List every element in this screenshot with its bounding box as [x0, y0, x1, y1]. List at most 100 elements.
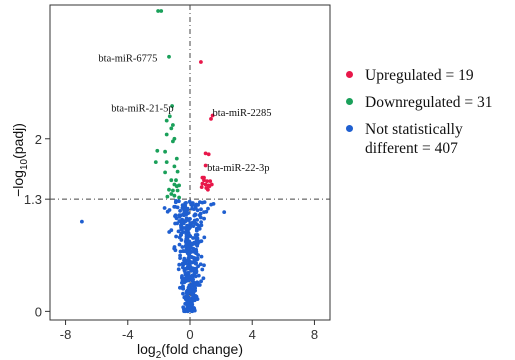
point-not-significant	[189, 250, 194, 254]
point-not-significant	[182, 213, 186, 218]
point-not-significant	[199, 207, 203, 212]
point-not-significant	[178, 249, 183, 254]
point-downregulated	[172, 193, 177, 198]
legend-label-upregulated: Upregulated = 19	[365, 67, 474, 84]
point-not-significant	[222, 210, 227, 215]
point-downregulated	[171, 188, 175, 193]
point-not-significant	[178, 253, 183, 258]
point-not-significant	[190, 308, 195, 313]
x-tick-label: 8	[311, 327, 318, 342]
point-downregulated	[169, 126, 174, 131]
point-upregulated	[199, 60, 203, 64]
point-not-significant	[188, 244, 193, 249]
gene-label: bta-miR-22-3p	[207, 163, 269, 174]
point-not-significant	[190, 202, 195, 207]
point-not-significant	[187, 199, 192, 204]
point-not-significant	[193, 261, 198, 266]
legend-marker-downregulated	[346, 98, 353, 105]
point-not-significant	[196, 226, 201, 231]
point-upregulated	[207, 184, 212, 189]
point-not-significant	[167, 208, 172, 212]
point-downregulated	[169, 192, 174, 196]
point-not-significant	[191, 290, 196, 295]
point-not-significant	[193, 233, 198, 237]
point-not-significant	[177, 262, 182, 267]
x-tick-label: 4	[249, 327, 256, 342]
point-downregulated	[174, 156, 179, 161]
point-not-significant	[198, 262, 203, 267]
point-not-significant	[190, 206, 194, 211]
point-not-significant	[191, 294, 196, 299]
point-not-significant	[194, 294, 199, 299]
point-downregulated	[164, 160, 169, 165]
point-not-significant	[186, 232, 191, 236]
point-not-significant	[179, 227, 184, 232]
point-not-significant	[173, 214, 177, 219]
point-upregulated	[203, 163, 208, 168]
point-upregulated	[205, 179, 210, 184]
point-not-significant	[190, 302, 195, 307]
point-not-significant	[185, 300, 190, 305]
point-not-significant	[201, 276, 206, 281]
point-upregulated	[199, 185, 204, 190]
y-axis-title: −log10(padj)	[10, 123, 30, 197]
point-not-significant	[182, 309, 187, 314]
point-not-significant	[182, 256, 187, 261]
point-not-significant	[191, 236, 195, 240]
point-not-significant	[195, 222, 199, 227]
point-downregulated	[159, 9, 164, 13]
gene-label: bta-miR-2285	[213, 108, 272, 119]
x-axis-title-base: 2	[156, 350, 162, 360]
point-downregulated	[175, 188, 180, 193]
point-not-significant	[187, 278, 192, 282]
point-downregulated	[174, 178, 178, 183]
point-not-significant	[180, 278, 185, 282]
point-not-significant	[181, 261, 186, 266]
point-not-significant	[167, 230, 172, 234]
point-not-significant	[196, 264, 201, 269]
point-not-significant	[195, 243, 200, 248]
point-not-significant	[198, 211, 203, 216]
point-upregulated	[202, 175, 206, 180]
point-not-significant	[186, 285, 191, 290]
point-not-significant	[184, 243, 189, 248]
point-not-significant	[209, 202, 214, 207]
point-upregulated	[200, 181, 205, 186]
point-not-significant	[185, 303, 190, 308]
point-not-significant	[181, 305, 186, 310]
point-downregulated	[167, 54, 171, 59]
point-upregulated	[202, 178, 206, 183]
point-downregulated	[171, 123, 175, 127]
point-downregulated	[167, 187, 171, 192]
point-downregulated	[156, 9, 161, 13]
point-not-significant	[188, 260, 193, 265]
point-not-significant	[176, 229, 181, 234]
point-not-significant	[189, 241, 194, 246]
point-upregulated	[208, 179, 213, 184]
point-upregulated	[203, 151, 208, 156]
point-not-significant	[193, 212, 198, 217]
point-not-significant	[186, 218, 191, 223]
point-not-significant	[162, 206, 167, 210]
point-not-significant	[180, 203, 185, 208]
not-significant-points	[80, 199, 227, 314]
point-not-significant	[199, 279, 204, 284]
y-tick-label: 1.3	[24, 192, 42, 207]
x-tick-label: -4	[122, 327, 134, 342]
point-not-significant	[174, 234, 179, 239]
point-not-significant	[80, 219, 84, 224]
legend-label-not-significant: Not statistically different = 407	[365, 121, 463, 157]
point-not-significant	[196, 273, 201, 278]
x-axis-title-log: log	[137, 341, 156, 357]
point-not-significant	[188, 254, 193, 259]
point-downregulated	[170, 104, 175, 108]
point-not-significant	[187, 226, 191, 231]
point-not-significant	[193, 286, 198, 291]
x-axis-title-rest: (fold change)	[161, 341, 243, 357]
point-not-significant	[185, 223, 190, 228]
point-not-significant	[179, 238, 184, 242]
point-downregulated	[174, 184, 179, 189]
point-not-significant	[185, 292, 190, 297]
point-not-significant	[184, 201, 188, 205]
point-not-significant	[177, 199, 181, 204]
